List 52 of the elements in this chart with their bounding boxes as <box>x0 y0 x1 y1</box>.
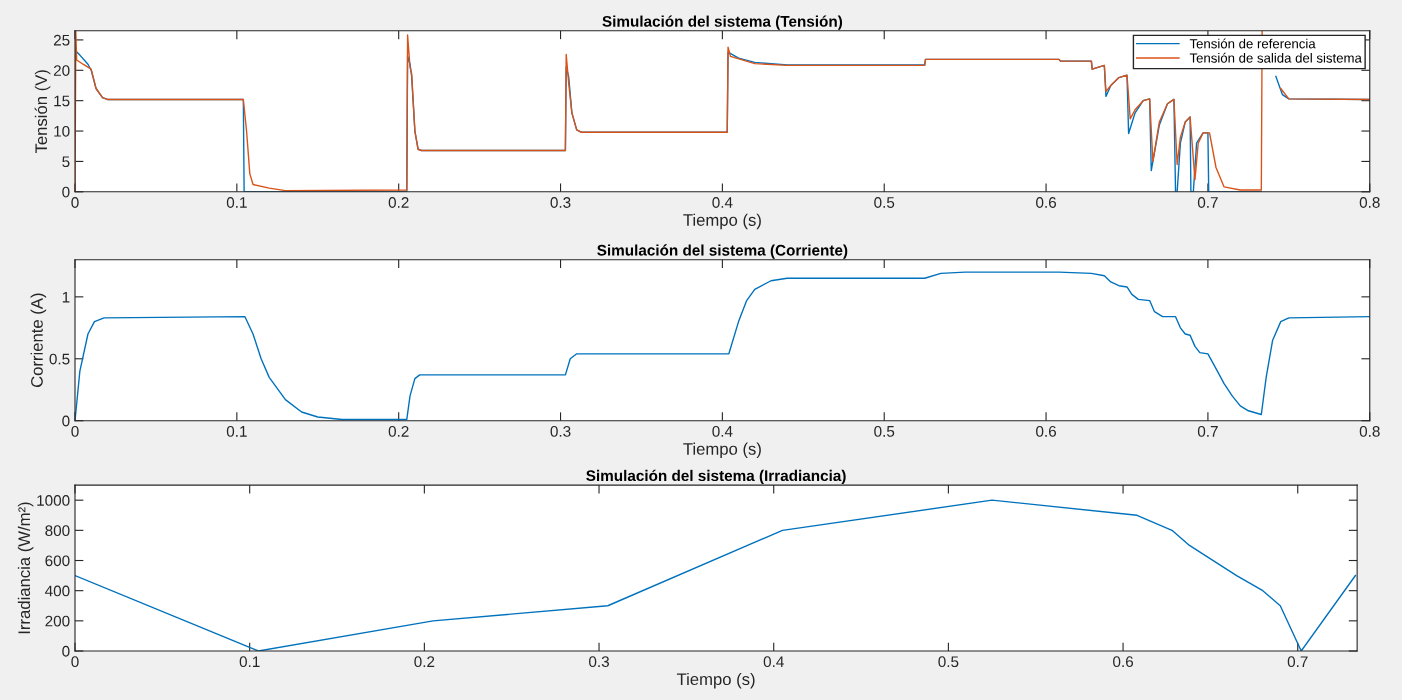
x-tick-label: 0.2 <box>388 425 409 437</box>
y-tick-label: 200 <box>45 615 70 627</box>
x-tick-label: 0 <box>71 197 79 208</box>
x-tick-label: 0.2 <box>388 197 409 208</box>
x-axis-title: Tiempo (s) <box>683 442 761 459</box>
y-tick-label: 1 <box>62 291 70 303</box>
x-tick-label: 0.7 <box>1197 425 1218 437</box>
chart-title: Simulación del sistema (Irradiancia) <box>586 469 846 485</box>
x-tick-label: 0.6 <box>1036 197 1057 208</box>
x-tick-label: 0.5 <box>874 197 895 208</box>
x-tick-label: 0.2 <box>414 656 435 668</box>
x-tick-label: 0.4 <box>712 425 733 437</box>
x-axis-title: Tiempo (s) <box>683 213 761 230</box>
x-tick-label: 0 <box>71 656 79 668</box>
x-tick-label: 0 <box>71 425 79 437</box>
y-tick-label: 20 <box>53 65 70 76</box>
x-tick-label: 0.1 <box>226 425 247 437</box>
y-tick-label: 25 <box>53 34 70 46</box>
y-tick-label: 0.5 <box>49 353 70 365</box>
x-tick-label: 0.6 <box>1036 425 1057 437</box>
x-tick-label: 0.7 <box>1197 197 1218 208</box>
x-tick-label: 0.7 <box>1287 656 1308 668</box>
y-tick-label: 0 <box>62 645 70 657</box>
y-tick-label: 15 <box>54 95 70 107</box>
x-axis-title: Tiempo (s) <box>676 672 755 689</box>
legend-label: Tensión de referencia <box>1189 38 1316 49</box>
x-tick-label: 0.3 <box>550 425 571 437</box>
x-tick-label: 0.5 <box>938 656 959 668</box>
y-axis-title: Corriente (A) <box>30 293 47 388</box>
x-tick-label: 0.8 <box>1359 425 1380 437</box>
chart-title: Simulación del sistema (Tensión) <box>602 15 843 30</box>
y-tick-label: 0 <box>62 186 70 198</box>
x-tick-label: 0.4 <box>763 656 784 668</box>
y-tick-label: 800 <box>45 525 70 537</box>
y-tick-label: 1000 <box>37 495 70 506</box>
y-tick-label: 0 <box>62 415 70 427</box>
x-tick-label: 0.3 <box>550 197 571 208</box>
x-tick-label: 0.4 <box>712 197 733 208</box>
x-tick-label: 0.5 <box>874 425 895 437</box>
y-axis-title: Tensión (V) <box>34 70 51 154</box>
x-tick-label: 0.1 <box>239 656 260 668</box>
chart-title: Simulación del sistema (Corriente) <box>597 244 848 259</box>
y-tick-label: 600 <box>45 555 70 567</box>
y-tick-label: 400 <box>45 585 70 597</box>
y-axis-title: Irradiancia (W/m²) <box>17 502 34 634</box>
x-tick-label: 0.1 <box>226 197 247 208</box>
x-tick-label: 0.8 <box>1359 197 1380 208</box>
y-tick-label: 10 <box>54 125 70 137</box>
x-tick-label: 0.3 <box>589 656 609 668</box>
y-tick-label: 5 <box>62 156 70 168</box>
legend-label: Tensión de salida del sistema <box>1189 52 1362 63</box>
x-tick-label: 0.6 <box>1113 656 1134 668</box>
